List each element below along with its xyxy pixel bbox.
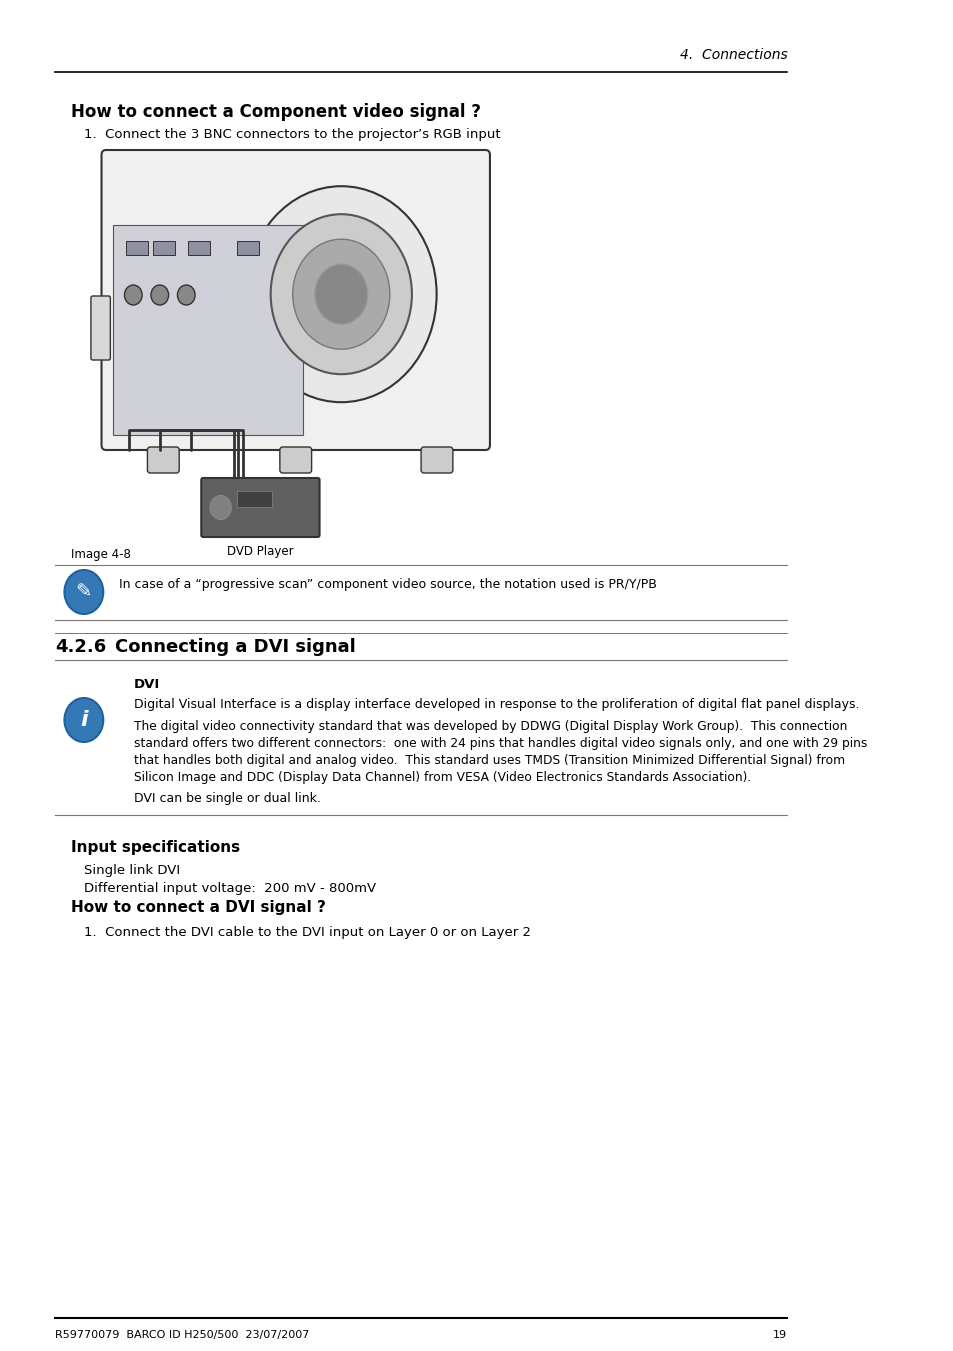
Text: standard offers two different connectors:  one with 24 pins that handles digital: standard offers two different connectors…: [134, 738, 866, 750]
Text: Differential input voltage:  200 mV - 800mV: Differential input voltage: 200 mV - 800…: [84, 882, 375, 894]
Circle shape: [293, 239, 390, 349]
Circle shape: [314, 265, 368, 324]
Circle shape: [124, 285, 142, 305]
Circle shape: [151, 285, 169, 305]
FancyBboxPatch shape: [126, 240, 148, 255]
Text: R59770079  BARCO ID H250/500  23/07/2007: R59770079 BARCO ID H250/500 23/07/2007: [54, 1329, 309, 1340]
Circle shape: [177, 285, 195, 305]
Text: that handles both digital and analog video.  This standard uses TMDS (Transition: that handles both digital and analog vid…: [134, 754, 844, 767]
FancyBboxPatch shape: [201, 478, 319, 536]
Text: ✎: ✎: [75, 582, 91, 601]
Text: DVI can be single or dual link.: DVI can be single or dual link.: [134, 792, 321, 805]
Text: 19: 19: [773, 1329, 786, 1340]
Text: How to connect a Component video signal ?: How to connect a Component video signal …: [71, 103, 480, 122]
FancyBboxPatch shape: [101, 150, 490, 450]
Text: Image 4-8: Image 4-8: [71, 549, 131, 561]
FancyBboxPatch shape: [91, 296, 111, 359]
Circle shape: [210, 496, 231, 520]
Circle shape: [246, 186, 436, 403]
Text: In case of a “progressive scan” component video source, the notation used is PR/: In case of a “progressive scan” componen…: [119, 578, 657, 590]
FancyBboxPatch shape: [236, 240, 258, 255]
Text: The digital video connectivity standard that was developed by DDWG (Digital Disp: The digital video connectivity standard …: [134, 720, 846, 734]
Text: 4.2.6: 4.2.6: [54, 638, 106, 657]
Text: Input specifications: Input specifications: [71, 840, 239, 855]
Text: Silicon Image and DDC (Display Data Channel) from VESA (Video Electronics Standa: Silicon Image and DDC (Display Data Chan…: [134, 771, 751, 784]
Text: Digital Visual Interface is a display interface developed in response to the pro: Digital Visual Interface is a display in…: [134, 698, 859, 711]
Circle shape: [65, 570, 103, 613]
FancyBboxPatch shape: [236, 492, 272, 507]
FancyBboxPatch shape: [148, 447, 179, 473]
Text: i: i: [80, 711, 88, 730]
Circle shape: [271, 215, 412, 374]
Circle shape: [65, 698, 103, 742]
Text: Single link DVI: Single link DVI: [84, 865, 180, 877]
Text: 1.  Connect the DVI cable to the DVI input on Layer 0 or on Layer 2: 1. Connect the DVI cable to the DVI inpu…: [84, 925, 530, 939]
FancyBboxPatch shape: [112, 226, 302, 435]
Text: DVI: DVI: [134, 678, 160, 690]
Text: How to connect a DVI signal ?: How to connect a DVI signal ?: [71, 900, 325, 915]
FancyBboxPatch shape: [420, 447, 453, 473]
Text: 4.  Connections: 4. Connections: [679, 49, 786, 62]
FancyBboxPatch shape: [188, 240, 210, 255]
FancyBboxPatch shape: [279, 447, 312, 473]
FancyBboxPatch shape: [152, 240, 174, 255]
Text: 1.  Connect the 3 BNC connectors to the projector’s RGB input: 1. Connect the 3 BNC connectors to the p…: [84, 128, 500, 141]
Text: DVD Player: DVD Player: [227, 544, 294, 558]
Text: Connecting a DVI signal: Connecting a DVI signal: [114, 638, 355, 657]
